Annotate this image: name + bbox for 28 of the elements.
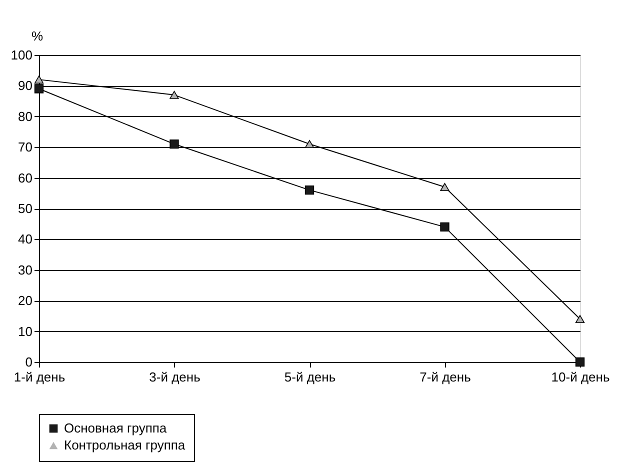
y-axis-title: % xyxy=(32,28,44,44)
y-tick-label: 90 xyxy=(18,78,32,94)
x-tick-label: 1-й день xyxy=(14,370,66,384)
y-tick-label: 60 xyxy=(18,170,32,186)
y-tick-label: 40 xyxy=(18,232,32,247)
point xyxy=(304,140,314,148)
point xyxy=(170,139,179,149)
y-tick-label: 10 xyxy=(18,324,32,339)
point xyxy=(575,314,585,324)
legend-label: Контрольная группа xyxy=(64,438,186,452)
y-tick-label: 30 xyxy=(18,262,32,278)
y-tick-label: 0 xyxy=(25,354,32,370)
y-tick-label: 50 xyxy=(18,201,32,216)
point xyxy=(170,90,179,99)
legend-label: Основная группа xyxy=(64,420,168,436)
point xyxy=(440,222,450,232)
y-tick-label: 100 xyxy=(10,48,32,62)
point xyxy=(34,76,44,84)
x-tick-label: 7-й день xyxy=(420,370,472,384)
x-tick-label: 10-й день xyxy=(551,370,610,384)
y-tick-label: 80 xyxy=(18,108,32,124)
x-tick-label: 5-й день xyxy=(284,370,336,384)
x-tick-label: 3-й день xyxy=(149,370,201,384)
y-tick-label: 20 xyxy=(18,293,32,308)
point xyxy=(34,84,44,94)
point xyxy=(304,185,314,195)
point xyxy=(440,182,450,192)
y-tick-label: 70 xyxy=(18,140,32,155)
